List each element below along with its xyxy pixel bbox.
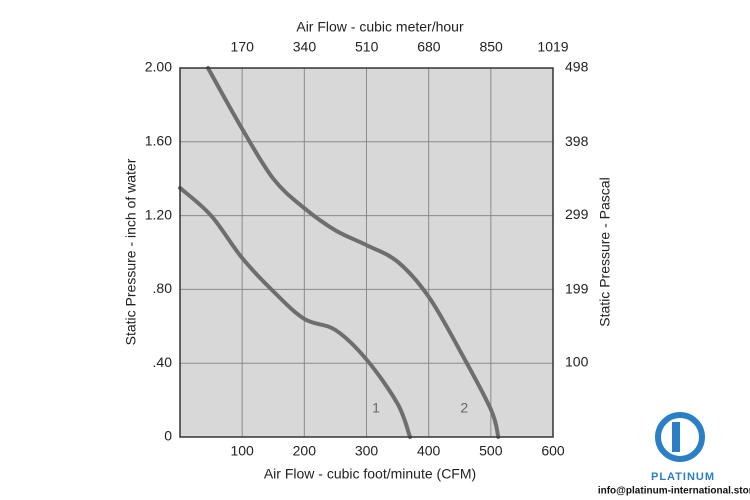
- logo-email: info@platinum-international.store: [598, 486, 750, 497]
- logo-stem: [672, 422, 680, 452]
- y-tick-label: 1.60: [145, 133, 172, 149]
- x-tick-label: 100: [230, 443, 254, 459]
- curve: [205, 66, 501, 439]
- y-tick-label: .40: [153, 354, 173, 370]
- x-tick-label: 500: [479, 443, 503, 459]
- y-tick-label: 2.00: [145, 59, 172, 75]
- logo-ring: [655, 412, 705, 462]
- curve-label: 2: [460, 400, 468, 416]
- x2-axis-title: Air Flow - cubic meter/hour: [296, 19, 464, 35]
- x2-tick-label: 680: [417, 39, 441, 55]
- x2-tick-label: 850: [479, 39, 503, 55]
- curves: [178, 66, 501, 439]
- y2-tick-label: 299: [565, 206, 589, 222]
- x-axis-title: Air Flow - cubic foot/minute (CFM): [264, 466, 476, 482]
- x-tick-label: 600: [541, 443, 565, 459]
- plot-frame: [179, 67, 554, 438]
- y-tick-label: 1.20: [145, 206, 172, 222]
- y-tick-label: .80: [153, 280, 173, 296]
- grid: [180, 67, 554, 438]
- y2-tick-label: 498: [565, 59, 589, 75]
- curve-label: 1: [372, 400, 380, 416]
- y2-axis-title: Static Pressure - Pascal: [597, 177, 613, 326]
- x-tick-label: 400: [417, 443, 441, 459]
- y-tick-label: 0: [164, 428, 172, 444]
- logo-name: PLATINUM: [651, 471, 715, 483]
- logo: PLATINUM info@platinum-international.sto…: [598, 412, 750, 497]
- y2-tick-label: 100: [565, 354, 589, 370]
- x2-tick-label: 1019: [537, 39, 568, 55]
- x2-tick-label: 170: [231, 39, 255, 55]
- y-axis-title: Static Pressure - inch of water: [123, 158, 139, 345]
- x-tick-label: 200: [293, 443, 317, 459]
- x-tick-label: 300: [355, 443, 379, 459]
- y2-tick-label: 199: [565, 280, 589, 296]
- curve: [178, 185, 413, 439]
- x2-tick-label: 510: [355, 39, 379, 55]
- y2-tick-label: 398: [565, 133, 589, 149]
- x2-tick-label: 340: [293, 39, 317, 55]
